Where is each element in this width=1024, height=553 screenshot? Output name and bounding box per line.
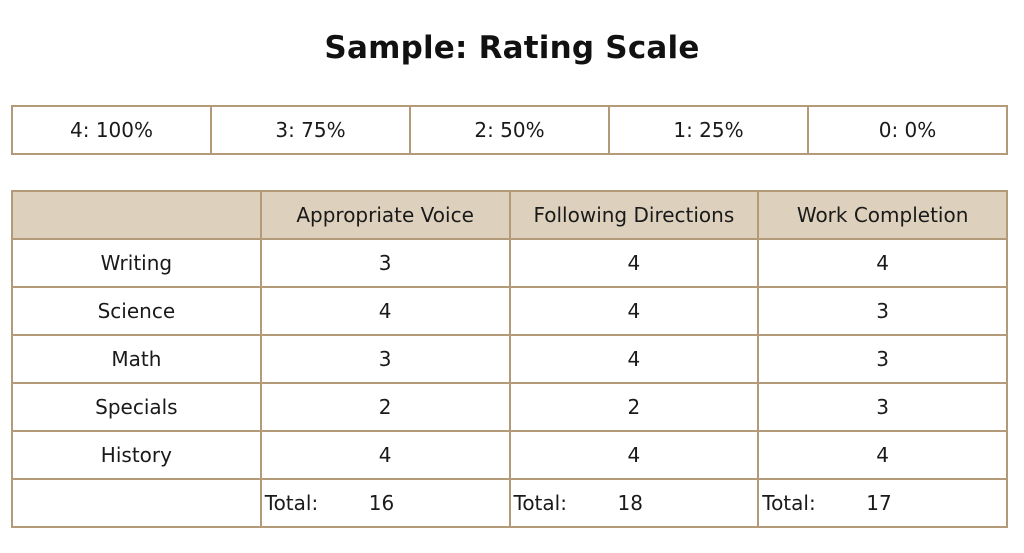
row-subject: Science [11, 286, 262, 336]
rating-cell: 4 [508, 430, 760, 480]
corner-cell [11, 190, 262, 240]
scale-item: 0: 0% [807, 105, 1008, 155]
column-header: Work Completion [757, 190, 1008, 240]
rating-cell: 4 [508, 334, 760, 384]
rating-cell: 3 [259, 238, 511, 288]
total-cell: Total: 16 [259, 478, 511, 528]
rating-cell: 3 [757, 286, 1008, 336]
total-label: Total: [762, 491, 816, 515]
rating-cell: 2 [508, 382, 760, 432]
total-label: Total: [513, 491, 567, 515]
row-subject: Writing [11, 238, 262, 288]
totals-row: Total: 16 Total: 18 Total: 17 [11, 478, 1008, 528]
rating-cell: 3 [757, 382, 1008, 432]
rating-scale-row: 4: 100% 3: 75% 2: 50% 1: 25% 0: 0% [11, 105, 1008, 155]
column-header: Appropriate Voice [259, 190, 511, 240]
rating-cell: 4 [757, 430, 1008, 480]
rating-cell: 3 [259, 334, 511, 384]
scale-item: 2: 50% [409, 105, 610, 155]
rating-scale-legend: 4: 100% 3: 75% 2: 50% 1: 25% 0: 0% [11, 105, 1008, 155]
page-title: Sample: Rating Scale [324, 30, 700, 66]
column-header: Following Directions [508, 190, 760, 240]
rating-cell: 4 [757, 238, 1008, 288]
rating-cell: 4 [259, 286, 511, 336]
total-value: 18 [617, 491, 643, 515]
total-value: 16 [368, 491, 395, 515]
rating-cell: 3 [757, 334, 1008, 384]
scale-item: 3: 75% [210, 105, 411, 155]
total-cell: Total: 17 [757, 478, 1008, 528]
rating-cell: 2 [259, 382, 511, 432]
scale-item: 1: 25% [608, 105, 809, 155]
rating-table: Appropriate Voice Following Directions W… [11, 190, 1008, 528]
totals-blank-cell [11, 478, 262, 528]
table-row: Math 3 4 3 [11, 334, 1008, 384]
total-cell: Total: 18 [508, 478, 760, 528]
rating-cell: 4 [508, 286, 760, 336]
row-subject: Math [11, 334, 262, 384]
table-row: Science 4 4 3 [11, 286, 1008, 336]
table-row: History 4 4 4 [11, 430, 1008, 480]
total-label: Total: [264, 491, 319, 515]
scale-item: 4: 100% [11, 105, 212, 155]
table-row: Writing 3 4 4 [11, 238, 1008, 288]
header-row: Appropriate Voice Following Directions W… [11, 190, 1008, 240]
row-subject: History [11, 430, 262, 480]
rating-cell: 4 [259, 430, 511, 480]
row-subject: Specials [11, 382, 262, 432]
rating-cell: 4 [508, 238, 760, 288]
table-row: Specials 2 2 3 [11, 382, 1008, 432]
total-value: 17 [866, 491, 892, 515]
